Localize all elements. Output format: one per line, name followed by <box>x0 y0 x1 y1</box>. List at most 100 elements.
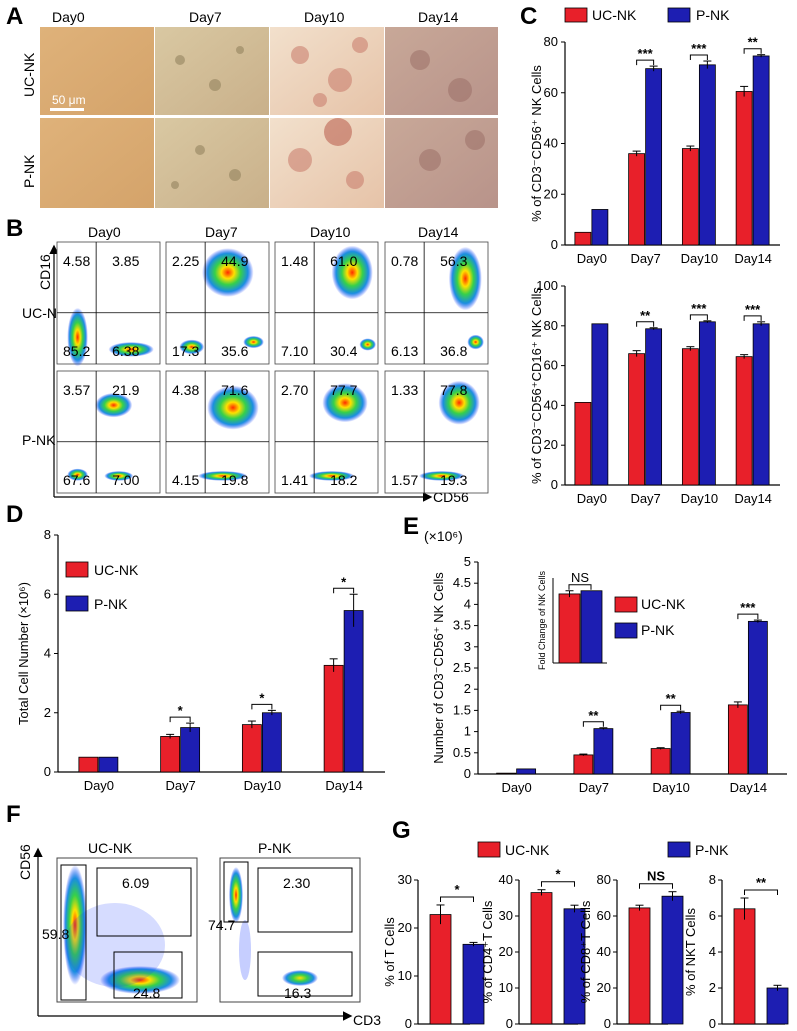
flow-gate-value: 74.7 <box>208 917 235 933</box>
significance-bracket <box>737 613 759 620</box>
significance-label: * <box>341 574 347 589</box>
flow-density-population <box>108 342 154 357</box>
bar-p-nk <box>698 321 716 486</box>
quadrant-value: 6.13 <box>391 343 418 359</box>
legend-label-p: P-NK <box>696 7 730 23</box>
quadrant-value: 85.2 <box>63 343 90 359</box>
y-axis-label: % of CD3⁻CD56⁺ NK Cells <box>529 65 544 222</box>
panel-a-row-label: P-NK <box>21 154 37 188</box>
flow-plot: 2.25 44.9 17.3 35.6 <box>165 241 270 365</box>
flow-plot: 4.38 71.6 4.15 19.8 <box>165 370 270 494</box>
flow-density-population <box>467 334 484 350</box>
quadrant-value: 19.3 <box>440 472 467 488</box>
quadrant-value: 3.57 <box>63 382 90 398</box>
legend-swatch-p <box>667 7 691 23</box>
quadrant-value: 2.25 <box>172 253 199 269</box>
quadrant-value: 1.33 <box>391 382 418 398</box>
significance-label: ** <box>588 708 599 723</box>
y-tick-label: 0 <box>604 1016 611 1031</box>
quadrant-value: 44.9 <box>221 253 248 269</box>
y-tick-label: 40 <box>544 397 558 412</box>
y-tick-label: 6 <box>709 908 716 923</box>
significance-bracket <box>169 716 191 723</box>
y-axis-label: % of NKT Cells <box>683 908 698 996</box>
x-tick-label: Day7 <box>579 780 609 795</box>
y-tick-label: 4 <box>709 944 716 959</box>
y-tick-label: 0 <box>709 1016 716 1031</box>
y-tick-label: 20 <box>499 944 513 959</box>
bar-p-nk <box>593 728 614 775</box>
legend-label-uc: UC-NK <box>505 842 550 858</box>
panel-a-day-label: Day0 <box>52 9 85 25</box>
quadrant-value: 7.10 <box>281 343 308 359</box>
flow-density-population <box>243 335 264 349</box>
flow-density-population <box>438 380 480 425</box>
bar-p-nk <box>343 610 364 773</box>
y-tick-label: 60 <box>597 908 611 923</box>
x-tick-label: Day7 <box>630 251 660 266</box>
significance-label: NS <box>647 869 665 884</box>
panel-b-day-label: Day10 <box>310 224 351 240</box>
g-subchart: 0 20 40 60 80 % of CD8⁺T Cells NS <box>578 869 684 1031</box>
y-tick-label: 2 <box>464 681 471 696</box>
significance-bracket <box>333 587 355 594</box>
scale-bar-label: 50 μm <box>52 93 86 107</box>
significance-bracket <box>636 59 655 66</box>
scale-bar <box>50 108 84 111</box>
legend-label-p: P-NK <box>695 842 729 858</box>
micrograph-p-day7 <box>155 118 269 208</box>
y-tick-label: 8 <box>709 872 716 887</box>
x-tick-label: Day0 <box>577 251 607 266</box>
x-tick-label: Day14 <box>325 778 363 793</box>
quadrant-value: 35.6 <box>221 343 248 359</box>
y-tick-label: 1.5 <box>453 702 471 717</box>
flow-plot: 2.70 77.7 1.41 18.2 <box>274 370 379 494</box>
legend-swatch-uc <box>614 596 638 613</box>
flow-density-population <box>448 246 482 311</box>
y-tick-label: 20 <box>597 980 611 995</box>
significance-bracket <box>541 881 575 887</box>
y-tick-label: 5 <box>464 554 471 569</box>
y-tick-label: 40 <box>499 872 513 887</box>
y-tick-label: 2 <box>44 705 51 720</box>
bar-p-nk <box>591 209 609 246</box>
quadrant-value: 4.58 <box>63 253 90 269</box>
significance-label: NS <box>571 570 589 585</box>
bar-uc-nk <box>323 664 344 773</box>
y-tick-label: 4 <box>464 596 471 611</box>
x-tick-label: Day7 <box>630 491 660 506</box>
flow-gate <box>257 867 353 933</box>
quadrant-value: 19.8 <box>221 472 248 488</box>
panel-letter-e: E <box>403 513 419 540</box>
bar-p-nk <box>98 756 119 773</box>
quadrant-value: 17.3 <box>172 343 199 359</box>
y-tick-label: 20 <box>544 437 558 452</box>
panel-a: A Day0 Day7 Day10 Day14 UC-NK P-NK 50 μm <box>6 3 498 208</box>
x-tick-label: Day0 <box>84 778 114 793</box>
x-tick-label: Day0 <box>501 780 531 795</box>
bar-p-nk <box>645 68 663 246</box>
significance-label: *** <box>745 302 761 317</box>
bar-p-nk <box>591 323 609 486</box>
panel-f-y-axis-label: CD56 <box>17 844 33 880</box>
bar-p-nk <box>661 895 684 1025</box>
y-tick-label: 60 <box>544 358 558 373</box>
bar-p-nk <box>180 727 201 773</box>
flow-density-population <box>282 970 318 986</box>
quadrant-value: 1.41 <box>281 472 308 488</box>
chart-c-top: 0 20 40 60 80 % of CD3⁻CD56⁺ NK Cells Day0 Day7… <box>529 34 780 266</box>
panel-a-day-label: Day14 <box>418 9 459 25</box>
legend-swatch-p <box>614 622 638 639</box>
y-tick-label: 40 <box>544 136 558 151</box>
bar-p-nk <box>516 768 537 775</box>
significance-label: *** <box>740 600 756 615</box>
quadrant-value: 2.70 <box>281 382 308 398</box>
y-tick-label: 1 <box>464 724 471 739</box>
flow-density-population <box>65 903 165 987</box>
bar-uc-nk <box>573 754 594 775</box>
inset-y-axis-label: Fold Change of NK Cells <box>537 570 547 670</box>
legend-label-uc: UC-NK <box>94 562 139 578</box>
quadrant-value: 71.6 <box>221 382 248 398</box>
flow-gate-value: 59.8 <box>42 926 69 942</box>
